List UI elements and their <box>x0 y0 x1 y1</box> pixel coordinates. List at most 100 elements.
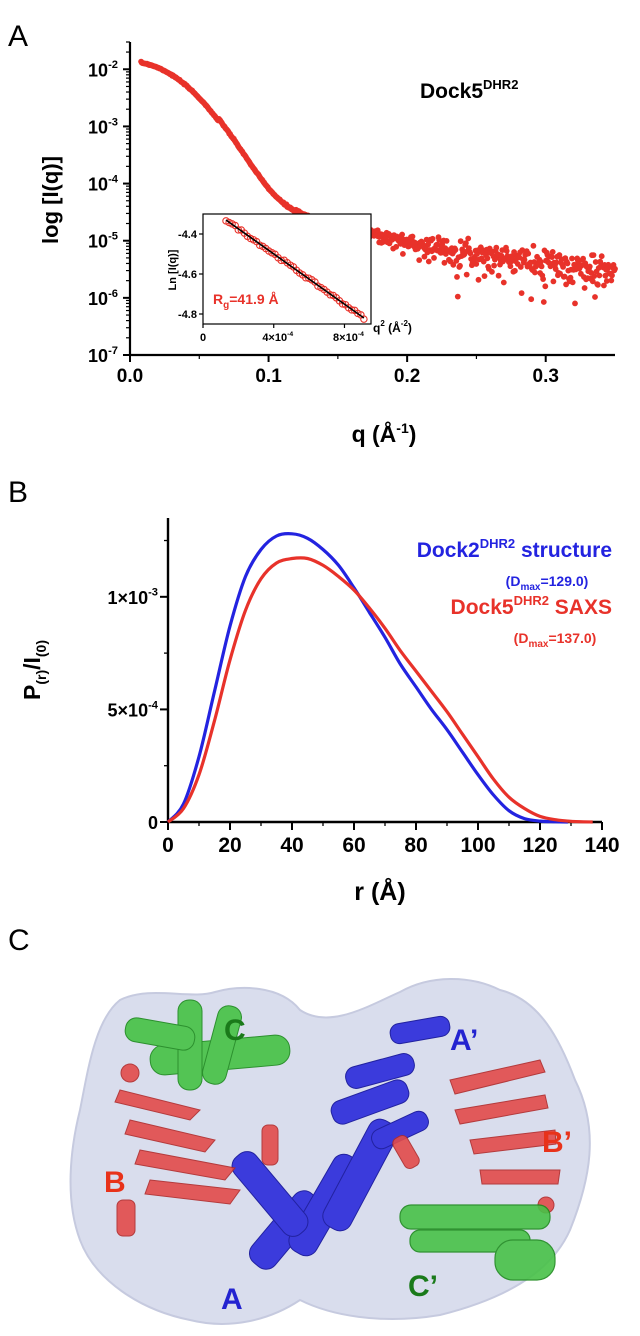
data-point <box>591 273 598 279</box>
data-point <box>463 271 470 278</box>
helix <box>389 1015 451 1045</box>
inset-chart: Ln [I(q)] q2 (Å-2) Rg=41.9 Å 0 4×10-4 8×10… <box>167 213 412 344</box>
data-point <box>450 261 457 268</box>
data-point <box>481 273 488 279</box>
x-tick-label: 0.3 <box>533 366 559 387</box>
chart-a-axes <box>123 41 615 362</box>
data-point <box>429 235 436 242</box>
legend-dock5-label: Dock5DHR2 SAXS <box>451 593 612 619</box>
helix-end <box>120 1063 140 1083</box>
series-line-dock2 <box>166 532 568 824</box>
inset-ticks: 0 4×10-4 8×10-4 -4.4 -4.6 -4.8 <box>178 229 364 344</box>
chart-b-xlabel: r (Å) <box>354 877 405 906</box>
data-point <box>590 252 597 258</box>
x-tick-label: 120 <box>522 834 557 857</box>
data-point <box>441 259 448 266</box>
data-point <box>525 250 532 257</box>
inset-y-tick-label: -4.6 <box>178 269 197 281</box>
data-point <box>567 274 574 281</box>
series-line-dock5 <box>166 556 593 824</box>
inset-x-tick-label: 0 <box>200 332 206 344</box>
data-point <box>416 257 423 263</box>
domain-label-c-prime: C’ <box>408 1270 438 1303</box>
y-tick-label: 10-7 <box>88 345 118 366</box>
domain-label-b-prime: B’ <box>542 1126 572 1159</box>
inset-point <box>347 306 356 314</box>
domain-b-prime-sheets <box>392 1059 561 1214</box>
data-point <box>537 258 544 265</box>
chart-b-ylabel: P(r)/I(0) <box>19 640 49 700</box>
data-point <box>465 235 472 242</box>
inset-point <box>277 256 285 265</box>
data-point <box>503 248 510 254</box>
x-tick-label: 0.2 <box>394 366 420 387</box>
domain-b-sheets <box>114 1063 279 1237</box>
helix <box>494 1239 556 1281</box>
data-point <box>500 279 507 286</box>
data-point <box>425 258 432 265</box>
chart-a-title: Dock5DHR2 <box>420 77 518 103</box>
x-tick-label: 0 <box>162 834 174 857</box>
data-point <box>434 241 440 248</box>
data-point <box>550 278 557 285</box>
inset-marks <box>222 217 368 323</box>
y-tick-label: 5×10-4 <box>108 699 159 720</box>
data-point <box>572 300 578 307</box>
data-point <box>532 269 538 276</box>
panel-label-a: A <box>8 20 28 53</box>
inset-ylabel: Ln [I(q)] <box>167 249 179 290</box>
inset-rg-annotation: Rg=41.9 Å <box>213 291 279 311</box>
chart-a-y-tick-labels: 10-2 10-3 10-4 10-5 10-6 10-7 <box>88 59 119 366</box>
data-point <box>512 267 518 274</box>
panel-a-chart: Dock5DHR2 log [I(q)] q (Å-1) 10-210-310-… <box>38 41 618 447</box>
data-point <box>589 278 596 285</box>
panel-label-b: B <box>8 476 28 509</box>
structure-image: C A’ B B’ A C’ <box>69 978 591 1325</box>
domain-c-prime-helices <box>399 1204 556 1281</box>
strand <box>469 1129 557 1155</box>
inset-x-tick-label: 8×10-4 <box>333 331 364 344</box>
data-point <box>484 255 491 262</box>
x-tick-label: 40 <box>280 834 303 857</box>
data-point <box>601 282 607 289</box>
inset-point <box>326 291 334 299</box>
domain-label-c: C <box>224 1014 246 1047</box>
data-point <box>463 240 469 247</box>
helix <box>345 1053 415 1089</box>
chart-a-x-tick-labels: 0.0 0.1 0.2 0.3 <box>117 366 559 387</box>
data-point <box>592 259 599 265</box>
data-point <box>569 255 575 262</box>
x-tick-label: 60 <box>342 834 365 857</box>
data-point <box>538 263 545 270</box>
y-tick-label: 10-5 <box>88 231 118 252</box>
data-point <box>480 258 487 265</box>
data-point <box>569 279 576 286</box>
x-tick-label: 0.0 <box>117 366 143 387</box>
data-point <box>457 262 463 269</box>
strand <box>134 1149 236 1181</box>
y-tick-label: 10-6 <box>88 288 118 309</box>
data-point <box>436 237 443 243</box>
data-point <box>393 243 400 250</box>
domain-c-helices <box>124 999 291 1091</box>
data-point <box>549 249 556 255</box>
y-tick-label: 10-3 <box>88 116 118 137</box>
domain-label-a-prime: A’ <box>450 1024 478 1057</box>
inset-frame <box>202 213 372 325</box>
data-point <box>542 283 549 290</box>
strand <box>144 1179 241 1205</box>
legend-dock2-dmax: (Dmax=129.0) <box>506 573 589 593</box>
chart-b-y-tick-labels: 0 5×10-4 1×10-3 <box>108 587 159 833</box>
helix <box>261 1124 279 1166</box>
data-point <box>454 293 461 300</box>
data-point <box>475 276 482 283</box>
helix <box>124 1017 196 1051</box>
data-point <box>493 244 500 251</box>
x-tick-label: 80 <box>404 834 427 857</box>
x-tick-label: 140 <box>584 834 619 857</box>
inset-point <box>338 300 347 308</box>
y-tick-label: 10-2 <box>88 59 118 80</box>
chart-a-ylabel: log [I(q)] <box>38 156 63 244</box>
data-point <box>443 238 450 244</box>
